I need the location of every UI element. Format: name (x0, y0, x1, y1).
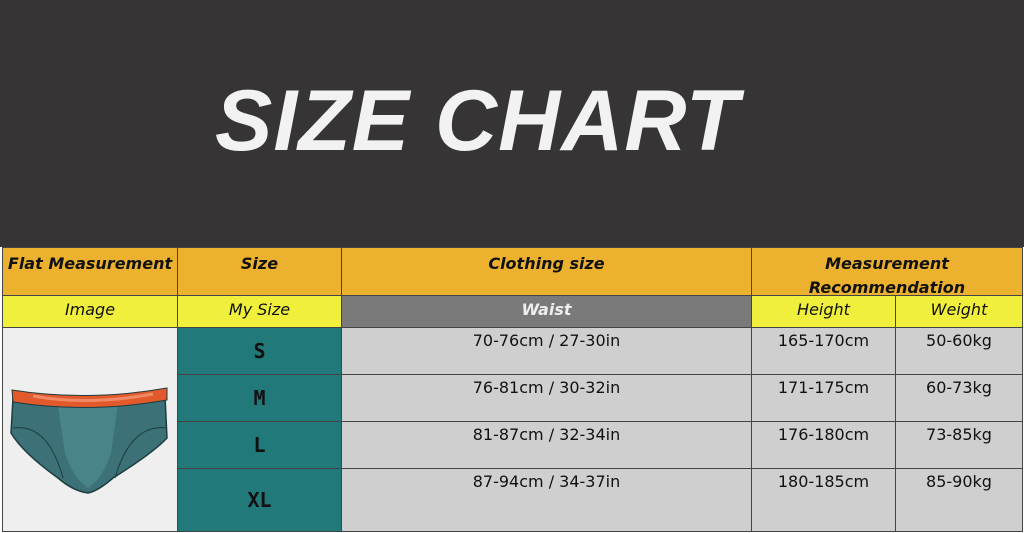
subheader-weight: Weight (895, 295, 1023, 328)
waist-cell: 81-87cm / 32-34in (341, 421, 752, 469)
weight-cell: 73-85kg (895, 421, 1023, 469)
title-banner: SIZE CHART (0, 0, 1024, 247)
size-cell: XL (177, 468, 342, 532)
size-cell: L (177, 421, 342, 469)
page-title: SIZE CHART (215, 73, 740, 169)
waist-cell: 87-94cm / 34-37in (341, 468, 752, 532)
subheader-height: Height (751, 295, 896, 328)
header-clothing-size: Clothing size (341, 247, 752, 296)
height-cell: 165-170cm (751, 327, 896, 375)
product-image-cell (2, 327, 178, 532)
height-cell: 180-185cm (751, 468, 896, 532)
size-cell: S (177, 327, 342, 375)
subheader-waist: Waist (341, 295, 752, 328)
subheader-my-size: My Size (177, 295, 342, 328)
header-flat-measurement: Flat Measurement (2, 247, 178, 296)
weight-cell: 85-90kg (895, 468, 1023, 532)
height-cell: 171-175cm (751, 374, 896, 422)
weight-cell: 60-73kg (895, 374, 1023, 422)
waist-cell: 76-81cm / 30-32in (341, 374, 752, 422)
header-size: Size (177, 247, 342, 296)
waist-cell: 70-76cm / 27-30in (341, 327, 752, 375)
header-measurement-recommendation: Measurement Recommendation (751, 247, 1023, 297)
subheader-image: Image (2, 295, 178, 328)
weight-cell: 50-60kg (895, 327, 1023, 375)
briefs-underwear-icon (10, 387, 168, 494)
height-cell: 176-180cm (751, 421, 896, 469)
size-cell: M (177, 374, 342, 422)
